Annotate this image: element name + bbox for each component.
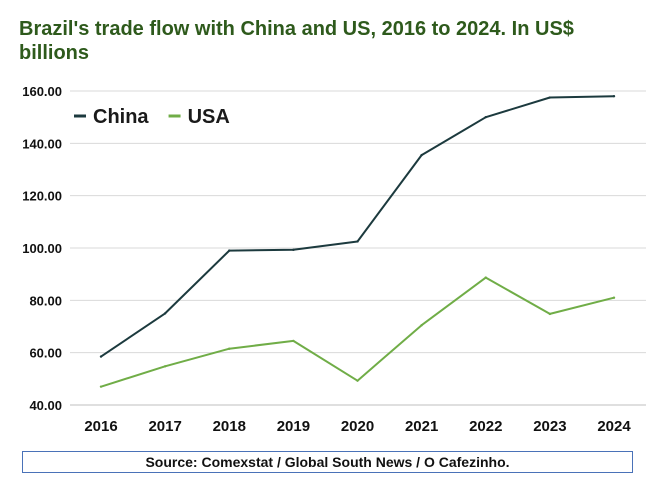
data-point-usa: [484, 276, 487, 279]
legend-label-china: China: [93, 106, 149, 128]
x-tick-label: 2022: [469, 418, 502, 435]
series-line-china: [100, 95, 615, 358]
y-tick-label: 140.00: [22, 136, 62, 151]
x-tick-label: 2021: [405, 418, 438, 435]
data-point-usa: [292, 339, 295, 343]
data-point-china: [163, 312, 167, 315]
data-point-china: [292, 248, 295, 252]
x-tick-label: 2023: [533, 418, 566, 435]
y-tick-label: 100.00: [22, 241, 62, 256]
data-point-usa: [356, 379, 359, 382]
legend: China USA: [74, 106, 230, 128]
x-axis-ticks: 2016 2017 2018 2019 2020 2021 2022 2023 2024: [84, 418, 631, 435]
data-point-usa: [420, 323, 423, 327]
x-tick-label: 2020: [341, 418, 374, 435]
chart-title: Brazil's trade flow with China and US, 2…: [19, 18, 574, 64]
y-tick-label: 80.00: [29, 293, 62, 308]
y-tick-label: 40.00: [29, 398, 62, 413]
data-point-china: [484, 115, 487, 119]
x-tick-label: 2024: [597, 418, 631, 435]
x-tick-label: 2016: [84, 418, 117, 435]
data-point-usa: [612, 296, 616, 299]
y-tick-label: 60.00: [29, 346, 62, 361]
series-lines: [99, 95, 616, 388]
series-line-usa: [100, 276, 615, 388]
data-point-china: [548, 96, 552, 99]
data-point-usa: [163, 365, 167, 368]
data-point-usa: [548, 312, 552, 316]
source-note: Source: Comexstat / Global South News / …: [22, 451, 633, 473]
data-point-china: [612, 95, 616, 98]
x-tick-label: 2019: [277, 418, 310, 435]
y-tick-label: 120.00: [22, 189, 62, 204]
x-tick-label: 2017: [148, 418, 181, 435]
legend-label-usa: USA: [188, 106, 230, 128]
gridlines: [70, 90, 646, 406]
data-point-china: [99, 355, 103, 358]
data-point-usa: [99, 385, 103, 388]
data-point-china: [228, 249, 231, 252]
data-point-china: [356, 240, 359, 243]
data-point-usa: [228, 347, 231, 350]
y-axis-ticks: 40.00 60.00 80.00 100.00 120.00 140.00 160.00: [22, 84, 62, 413]
x-tick-label: 2018: [213, 418, 246, 435]
data-point-china: [420, 153, 423, 157]
y-tick-label: 160.00: [22, 84, 62, 99]
